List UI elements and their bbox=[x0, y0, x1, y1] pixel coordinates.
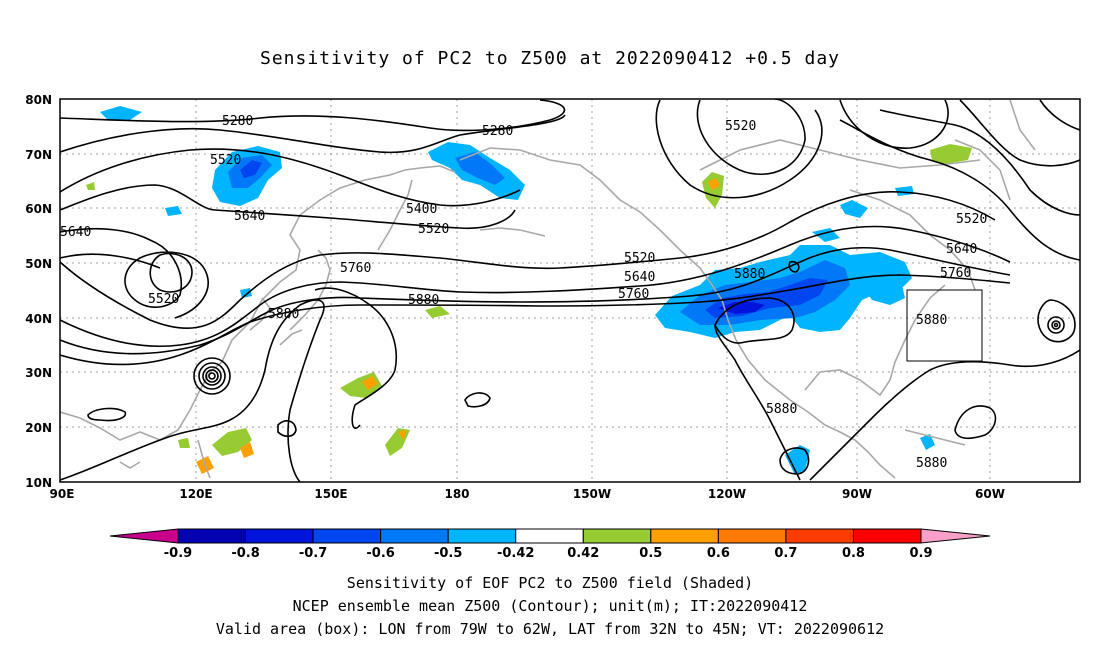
colorbar-label: -0.6 bbox=[366, 546, 394, 561]
lon-label: 90W bbox=[842, 487, 872, 501]
contour-label: 5880 bbox=[734, 267, 765, 282]
map-title: Sensitivity of PC2 to Z500 at 2022090412… bbox=[259, 48, 840, 69]
contour-label: 5280 bbox=[482, 124, 513, 139]
lat-label: 30N bbox=[25, 366, 52, 380]
lat-label: 20N bbox=[25, 421, 52, 435]
colorbar-box bbox=[177, 528, 247, 544]
colorbar-label: 0.9 bbox=[909, 546, 932, 561]
contour-label: 5760 bbox=[340, 261, 371, 276]
colorbar-box bbox=[515, 528, 584, 544]
contour-label: 5760 bbox=[940, 266, 971, 281]
map-frame bbox=[59, 98, 1081, 483]
colorbar-boxes bbox=[177, 528, 922, 544]
gridlines bbox=[60, 99, 1080, 482]
contour-label: 5760 bbox=[618, 287, 649, 302]
contour-label: 5880 bbox=[916, 313, 947, 328]
lat-label: 70N bbox=[25, 148, 52, 162]
lat-label: 50N bbox=[25, 257, 52, 271]
lat-label: 80N bbox=[25, 93, 52, 107]
contour-label: 5400 bbox=[406, 202, 437, 217]
colorbar-high-triangle bbox=[920, 528, 991, 544]
contour-label: 5880 bbox=[268, 307, 299, 322]
colorbar-label: 0.42 bbox=[567, 546, 599, 561]
colorbar-labels: -0.9 -0.8 -0.7 -0.6 -0.5 -0.42 0.42 0.5 0.6 0.7 0.… bbox=[164, 546, 933, 561]
colorbar-label: -0.9 bbox=[164, 546, 192, 561]
caption-valid-area: Valid area (box): LON from 79W to 62W, L… bbox=[215, 620, 885, 638]
contour-label: 5520 bbox=[956, 212, 987, 227]
colorbar-label: 0.5 bbox=[639, 546, 662, 561]
colorbar: -0.9 -0.8 -0.7 -0.6 -0.5 -0.42 0.42 0.5 0.6 0.7 0.… bbox=[109, 528, 991, 561]
contour-labels: 5280 5280 5520 5640 5640 5400 5520 5520 … bbox=[60, 114, 987, 471]
lat-label: 60N bbox=[25, 202, 52, 216]
latitude-labels: 80N 70N 60N 50N 40N 30N 20N 10N bbox=[25, 93, 52, 490]
colorbar-label: -0.8 bbox=[231, 546, 259, 561]
coastlines bbox=[60, 99, 1036, 479]
contour-label: 5280 bbox=[222, 114, 253, 129]
colorbar-box bbox=[582, 528, 652, 544]
contour-label: 5640 bbox=[624, 270, 655, 285]
contour-label: 5640 bbox=[234, 209, 265, 224]
colorbar-box bbox=[785, 528, 854, 544]
valid-area-box bbox=[906, 289, 983, 362]
contour-label: 5520 bbox=[624, 251, 655, 266]
colorbar-label: 0.7 bbox=[774, 546, 797, 561]
lon-label: 150W bbox=[573, 487, 611, 501]
contour-label: 5520 bbox=[148, 292, 179, 307]
lon-label: 180 bbox=[444, 487, 469, 501]
colorbar-box bbox=[717, 528, 787, 544]
lon-label: 150E bbox=[314, 487, 347, 501]
colorbar-box bbox=[447, 528, 517, 544]
lon-label: 60W bbox=[975, 487, 1005, 501]
colorbar-box bbox=[312, 528, 382, 544]
caption-shading: Sensitivity of EOF PC2 to Z500 field (Sh… bbox=[346, 574, 754, 592]
lon-label: 90E bbox=[50, 487, 75, 501]
contour-label: 5520 bbox=[725, 119, 756, 134]
colorbar-label: 0.6 bbox=[707, 546, 730, 561]
lat-label: 10N bbox=[25, 476, 52, 490]
caption-contour: NCEP ensemble mean Z500 (Contour); unit(… bbox=[292, 597, 808, 615]
colorbar-low-triangle bbox=[109, 528, 179, 544]
contour-label: 5520 bbox=[418, 222, 449, 237]
colorbar-box bbox=[650, 528, 719, 544]
contour-label: 5640 bbox=[60, 225, 91, 240]
z500-contours bbox=[60, 99, 1080, 482]
colorbar-label: -0.7 bbox=[299, 546, 327, 561]
colorbar-box bbox=[245, 528, 314, 544]
longitude-labels: 90E 120E 150E 180 150W 120W 90W 60W bbox=[50, 487, 1005, 501]
contour-label: 5880 bbox=[408, 293, 439, 308]
colorbar-box bbox=[852, 528, 922, 544]
colorbar-label: 0.8 bbox=[842, 546, 865, 561]
lat-label: 40N bbox=[25, 312, 52, 326]
colorbar-label: -0.42 bbox=[497, 546, 534, 561]
colorbar-label: -0.5 bbox=[434, 546, 462, 561]
colorbar-box bbox=[380, 528, 449, 544]
contour-label: 5640 bbox=[946, 242, 977, 257]
contour-label: 5520 bbox=[210, 153, 241, 168]
contour-label: 5880 bbox=[916, 456, 947, 471]
lon-label: 120W bbox=[708, 487, 746, 501]
lon-label: 120E bbox=[179, 487, 212, 501]
contour-label: 5880 bbox=[766, 402, 797, 417]
